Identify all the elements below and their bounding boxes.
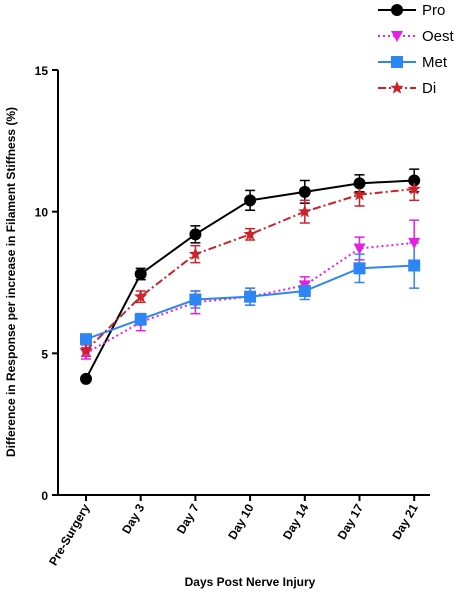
legend-met-marker (391, 56, 403, 68)
x-tick-label: Pre-Surgery (46, 501, 93, 568)
met-point (134, 313, 147, 326)
oest-point (353, 243, 366, 255)
y-tick-label: 15 (35, 64, 49, 78)
di-point (407, 182, 421, 195)
x-tick-label: Day 3 (119, 501, 147, 536)
met-point (408, 259, 421, 272)
di-point (243, 227, 257, 240)
di-point (79, 343, 93, 357)
met-point (189, 293, 202, 306)
legend-di-marker (390, 81, 404, 94)
oest-point (408, 237, 421, 249)
x-tick-label: Day 7 (174, 501, 202, 536)
legend-met-label: Met (422, 54, 448, 71)
di-point (188, 247, 203, 260)
legend-oest-marker (391, 31, 403, 42)
pro-point (244, 194, 257, 207)
pro-point (189, 228, 202, 241)
met-point (298, 285, 311, 297)
di-point (352, 187, 367, 201)
met-point (353, 262, 366, 275)
y-tick-label: 10 (35, 206, 49, 220)
x-tick-label: Day 21 (389, 501, 421, 542)
di-point (298, 204, 312, 218)
y-tick-label: 5 (41, 347, 48, 361)
met-point (80, 333, 92, 346)
pro-point (353, 177, 366, 190)
pro-point (80, 372, 92, 385)
di-point (134, 289, 148, 303)
x-tick-label: Day 10 (225, 501, 257, 542)
x-axis-title: Days Post Nerve Injury (185, 575, 316, 589)
pro-point (134, 268, 147, 280)
legend-pro-marker (391, 4, 403, 16)
pro-point (408, 174, 421, 187)
x-tick-label: Day 14 (280, 501, 312, 542)
pro-point (298, 185, 311, 198)
x-tick-label: Day 17 (335, 501, 367, 542)
y-axis-title: Difference in Response per increase in F… (4, 107, 18, 457)
legend-di-label: Di (422, 80, 436, 97)
met-point (244, 290, 257, 303)
legend-pro-label: Pro (422, 2, 445, 19)
legend-oest-label: Oest (422, 28, 454, 45)
y-tick-label: 0 (41, 489, 48, 503)
